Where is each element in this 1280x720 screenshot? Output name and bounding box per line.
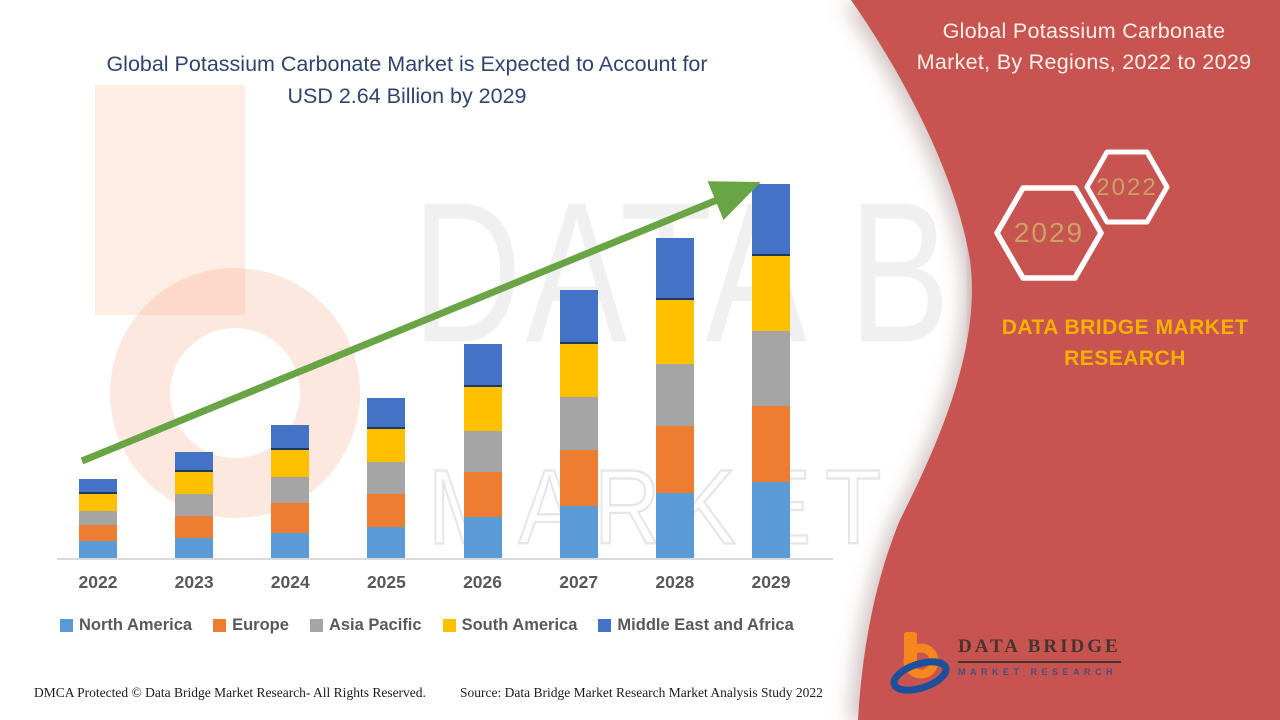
brand-text: DATA BRIDGE MARKET RESEARCH [955,312,1280,374]
bar-segment-middle-east-and-africa-2023 [175,451,214,472]
stacked-bar-2026 [463,344,502,558]
stacked-bar-2025 [367,397,406,558]
bar-segment-south-america-2026 [463,386,502,431]
bar-segment-north-america-2028 [655,492,694,558]
legend-label: Middle East and Africa [617,616,794,634]
bar-segment-middle-east-and-africa-2027 [559,290,598,345]
bar-segment-south-america-2023 [175,471,214,495]
page-title-line2: USD 2.64 Billion by 2029 [287,84,527,108]
brand-text-line1: DATA BRIDGE MARKET [1001,316,1249,339]
chart-legend: North America Europe Asia Pacific South Ame… [60,616,794,635]
bar-segment-north-america-2027 [559,505,598,558]
red-panel-shape [851,0,1280,720]
right-panel-title: Global Potassium Carbonate Market, By Re… [896,16,1272,78]
legend-swatch-icon [60,619,73,632]
bar-segment-south-america-2025 [367,429,406,462]
bar-segment-asia-pacific-2028 [655,363,694,427]
bar-segment-north-america-2024 [271,532,310,558]
x-axis-line [57,558,833,560]
bar-segment-north-america-2026 [463,516,502,558]
databridge-logo: DATA BRIDGE MARKET RESEARCH [890,630,1121,694]
legend-item-north-america: North America [60,616,192,635]
bar-segment-europe-2029 [751,406,790,482]
bar-segment-asia-pacific-2024 [271,477,310,503]
logo-blue-swoosh [890,658,950,694]
bar-segment-asia-pacific-2023 [175,494,214,516]
databridge-logo-icon [890,632,950,694]
bar-segment-europe-2022 [79,525,117,541]
bar-segment-middle-east-and-africa-2022 [79,478,117,495]
stacked-bar-2029 [751,183,790,558]
hexagon-2029-label: 2029 [1014,217,1084,248]
year-hexagons: 2022 2029 [994,149,1170,281]
x-axis-label-2027: 2027 [559,572,599,592]
legend-swatch-icon [309,619,323,632]
hexagon-2022-label: 2022 [1096,174,1157,201]
bar-segment-middle-east-and-africa-2025 [367,397,406,430]
legend-swatch-icon [598,619,612,632]
legend-label: Asia Pacific [328,616,422,634]
hexagon-2029 [994,185,1104,281]
legend-label: South America [461,616,578,634]
bar-segment-middle-east-and-africa-2024 [271,424,310,451]
hexagon-2022 [1084,149,1170,225]
stacked-bar-2027 [559,290,598,558]
x-axis-label-2026: 2026 [463,572,503,592]
bar-segment-north-america-2023 [175,538,214,558]
bar-segment-middle-east-and-africa-2026 [463,344,502,387]
page-title: Global Potassium Carbonate Market is Exp… [62,48,752,112]
bar-segment-south-america-2028 [655,300,694,364]
bar-segment-middle-east-and-africa-2028 [655,237,694,301]
bar-segment-asia-pacific-2026 [463,430,502,472]
bar-segment-south-america-2027 [559,344,598,397]
bar-segment-south-america-2029 [751,256,790,332]
x-axis-label-2023: 2023 [174,572,214,592]
logo-wordmark: DATA BRIDGE [958,636,1121,663]
x-axis-label-2025: 2025 [366,572,406,592]
stacked-bar-2024 [271,424,310,558]
x-axis-label-2028: 2028 [655,572,695,592]
bar-segment-south-america-2022 [79,494,117,512]
legend-item-europe: Europe [213,616,289,635]
bar-segment-europe-2026 [463,471,502,517]
legend-label: North America [79,616,193,634]
bar-segment-asia-pacific-2027 [559,396,598,451]
bar-segment-north-america-2029 [751,481,790,558]
bar-segment-europe-2027 [559,450,598,506]
legend-label: Europe [232,616,289,634]
bar-segment-middle-east-and-africa-2029 [751,183,790,257]
x-axis-label-2022: 2022 [78,572,118,592]
legend-swatch-icon [442,619,456,632]
legend-item-middle-east-and-africa: Middle East and Africa [598,616,794,635]
legend-item-south-america: South America [442,616,578,635]
bar-segment-europe-2023 [175,515,214,539]
bar-segment-north-america-2022 [79,541,117,558]
bar-segment-asia-pacific-2022 [79,511,117,526]
bar-segment-europe-2028 [655,426,694,493]
bar-segment-asia-pacific-2025 [367,461,406,495]
bar-segment-europe-2025 [367,494,406,527]
bar-segment-europe-2024 [271,502,310,533]
right-panel-title-line2: Market, By Regions, 2022 to 2029 [916,50,1252,74]
bar-segment-asia-pacific-2029 [751,331,790,407]
footer-source-note: Source: Data Bridge Market Research Mark… [460,685,823,700]
stacked-bar-2022 [79,478,117,558]
stacked-bar-2028 [655,237,694,558]
legend-swatch-icon [213,619,227,632]
brand-text-line2: RESEARCH [1064,347,1186,370]
legend-item-asia-pacific: Asia Pacific [309,616,422,635]
logo-text-block: DATA BRIDGE MARKET RESEARCH [958,636,1121,677]
bar-segment-south-america-2024 [271,450,310,478]
footer-dmca-note: DMCA Protected © Data Bridge Market Rese… [34,685,426,700]
right-panel-title-line1: Global Potassium Carbonate [942,19,1226,43]
x-axis-label-2024: 2024 [270,572,310,592]
logo-subtitle: MARKET RESEARCH [958,667,1118,677]
page-title-line1: Global Potassium Carbonate Market is Exp… [106,52,708,76]
stacked-bar-2023 [175,451,214,558]
x-axis-label-2029: 2029 [751,572,791,592]
bar-segment-north-america-2025 [367,526,406,558]
